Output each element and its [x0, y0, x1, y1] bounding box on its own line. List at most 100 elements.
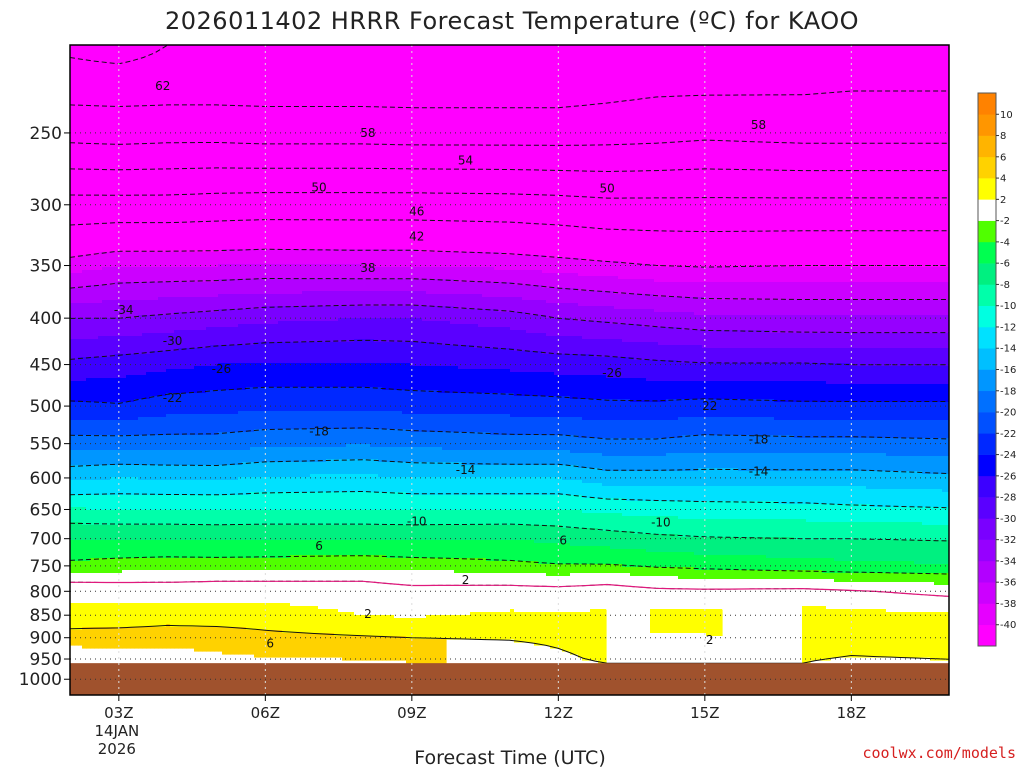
band-cell	[818, 267, 823, 283]
band-cell	[226, 414, 231, 433]
band-cell	[858, 267, 863, 283]
band-cell	[578, 336, 583, 355]
band-cell	[354, 444, 359, 460]
band-cell	[218, 627, 223, 652]
band-cell	[874, 300, 879, 316]
band-cell	[418, 639, 423, 664]
band-cell	[230, 432, 235, 451]
band-cell	[786, 558, 791, 571]
band-cell	[666, 345, 671, 361]
band-cell	[902, 540, 907, 562]
band-cell	[250, 279, 255, 295]
band-cell	[222, 558, 227, 571]
band-cell	[234, 603, 239, 628]
band-cell	[526, 351, 531, 373]
band-cell	[290, 510, 295, 526]
band-cell	[142, 495, 147, 511]
band-cell	[278, 492, 283, 511]
band-cell	[750, 267, 755, 283]
band-cell	[482, 540, 487, 559]
band-cell	[122, 570, 127, 604]
band-cell	[666, 633, 671, 643]
band-cell	[590, 339, 595, 355]
band-cell	[406, 510, 411, 526]
band-cell	[518, 45, 523, 256]
band-cell	[138, 510, 143, 526]
band-cell	[358, 306, 363, 319]
band-cell	[834, 486, 839, 505]
band-cell	[362, 249, 367, 268]
band-cell	[470, 510, 475, 526]
band-cell	[350, 279, 355, 292]
band-cell	[434, 279, 439, 295]
band-cell	[354, 474, 359, 493]
band-cell	[842, 486, 847, 505]
band-cell	[214, 480, 219, 496]
band-cell	[90, 357, 95, 379]
band-cell	[286, 525, 291, 541]
band-cell	[294, 633, 299, 658]
band-cell	[430, 306, 435, 322]
band-cell	[462, 477, 467, 496]
band-cell	[402, 414, 407, 430]
band-cell	[374, 45, 379, 250]
band-cell	[938, 333, 943, 349]
band-cell	[750, 471, 755, 487]
band-cell	[518, 561, 523, 574]
band-cell	[118, 495, 123, 511]
band-cell	[806, 558, 811, 571]
band-cell	[658, 576, 663, 610]
band-cell	[222, 603, 227, 628]
band-cell	[354, 339, 359, 364]
band-cell	[134, 570, 139, 604]
band-cell	[86, 402, 91, 421]
band-cell	[142, 603, 147, 628]
band-cell	[334, 540, 339, 556]
band-cell	[870, 45, 875, 268]
band-cell	[498, 393, 503, 415]
band-cell	[442, 525, 447, 541]
band-cell	[566, 543, 571, 565]
band-cell	[706, 453, 711, 469]
band-cell	[242, 294, 247, 310]
band-cell	[178, 393, 183, 415]
band-cell	[658, 402, 663, 421]
band-cell	[886, 573, 891, 583]
band-cell	[882, 540, 887, 562]
band-cell	[122, 450, 127, 466]
band-cell	[602, 321, 607, 340]
band-cell	[682, 471, 687, 487]
band-cell	[382, 525, 387, 541]
band-cell	[566, 576, 571, 613]
band-cell	[922, 348, 927, 367]
band-cell	[554, 612, 559, 649]
band-cell	[322, 633, 327, 658]
band-cell	[690, 486, 695, 502]
band-cell	[814, 486, 819, 505]
band-cell	[426, 252, 431, 268]
band-cell	[298, 45, 303, 250]
band-cell	[926, 267, 931, 283]
band-cell	[382, 510, 387, 526]
band-cell	[346, 525, 351, 541]
band-cell	[822, 45, 827, 268]
band-cell	[70, 630, 75, 646]
band-cell	[874, 267, 879, 283]
band-cell	[918, 438, 923, 457]
band-cell	[618, 564, 623, 574]
band-cell	[402, 477, 407, 493]
band-cell	[930, 282, 935, 301]
band-cell	[690, 453, 695, 472]
band-cell	[470, 282, 475, 295]
band-cell	[382, 249, 387, 268]
band-cell	[302, 291, 307, 307]
band-cell	[118, 477, 123, 496]
band-cell	[650, 264, 655, 280]
band-cell	[638, 576, 643, 610]
band-cell	[718, 468, 723, 487]
band-cell	[286, 387, 291, 412]
band-cell	[338, 45, 343, 250]
band-cell	[266, 429, 271, 448]
band-cell	[330, 492, 335, 511]
band-cell	[102, 540, 107, 559]
